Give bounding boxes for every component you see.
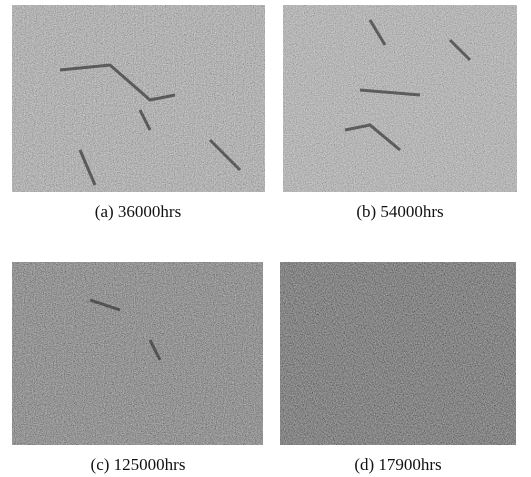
caption: (c) 125000hrs	[91, 455, 186, 474]
micrograph	[12, 262, 263, 445]
micrograph	[280, 262, 516, 445]
caption: (d) 17900hrs	[354, 455, 441, 474]
micrograph	[12, 5, 265, 192]
caption: (a) 36000hrs	[95, 202, 181, 221]
figure: (a) 36000hrs (b) 54000hrs (c) 125000hrs …	[0, 0, 531, 477]
micrograph	[283, 5, 517, 192]
caption: (b) 54000hrs	[356, 202, 443, 221]
